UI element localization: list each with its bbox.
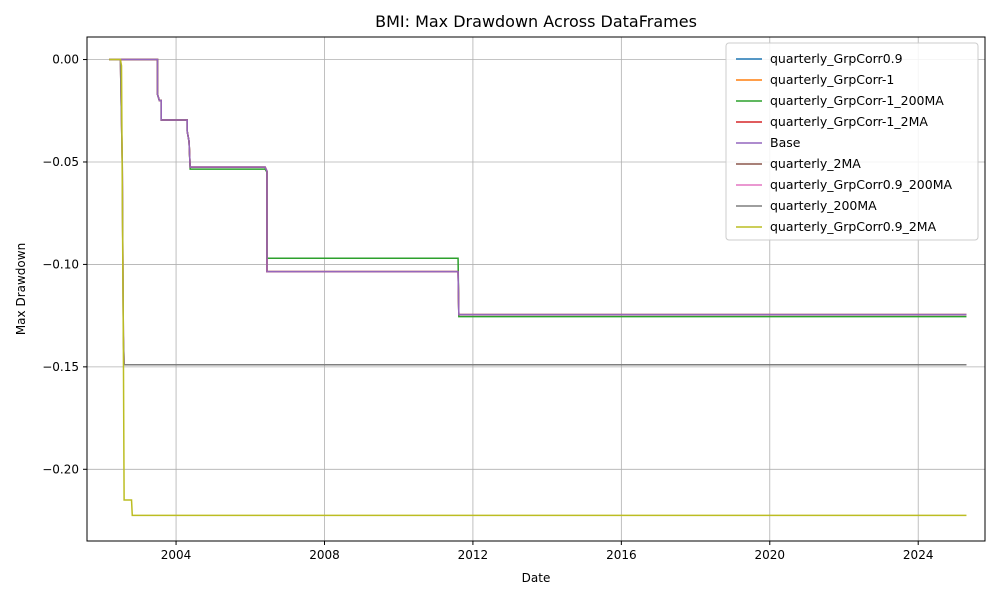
series-line-4 [109, 58, 967, 316]
y-axis-label: Max Drawdown [14, 243, 28, 335]
y-axis-ticks: 0.00 −0.05 −0.10 −0.15 −0.20 [42, 53, 87, 476]
y-tick-label: 0.00 [52, 53, 79, 67]
plot-area: 2004 2008 2012 2016 2020 2024 0.00 −0.05 −0.10 −… [42, 36, 986, 562]
x-tick-label: 2008 [309, 548, 340, 562]
series-line-8 [109, 58, 967, 517]
legend-label: quarterly_GrpCorr-1 [770, 72, 894, 87]
legend-label: quarterly_2MA [770, 156, 861, 171]
axes-frame [86, 36, 986, 542]
y-tick-label: −0.05 [42, 155, 79, 169]
legend: quarterly_GrpCorr0.9 quarterly_GrpCorr-1q… [725, 42, 979, 241]
legend-label: quarterly_200MA [770, 198, 877, 213]
legend-label: quarterly_GrpCorr-1_200MA [770, 93, 944, 108]
y-tick-label: −0.20 [42, 462, 79, 476]
y-tick-label: −0.10 [42, 257, 79, 271]
series-lines [109, 58, 967, 517]
x-tick-label: 2024 [903, 548, 934, 562]
x-tick-label: 2004 [161, 548, 192, 562]
legend-label: quarterly_GrpCorr-1_2MA [770, 114, 928, 129]
legend-label: Base [770, 135, 801, 150]
x-axis-ticks: 2004 2008 2012 2016 2020 2024 [161, 541, 934, 562]
legend-box [725, 42, 979, 241]
legend-label: quarterly_GrpCorr0.9 [770, 51, 903, 66]
legend-label: quarterly_GrpCorr0.9_200MA [770, 177, 952, 192]
x-axis-label: Date [522, 571, 551, 585]
chart-title: BMI: Max Drawdown Across DataFrames [375, 12, 697, 31]
x-tick-label: 2016 [606, 548, 637, 562]
legend-label: quarterly_GrpCorr0.9_2MA [770, 219, 937, 234]
y-tick-label: −0.15 [42, 360, 79, 374]
x-tick-label: 2020 [755, 548, 786, 562]
x-tick-label: 2012 [458, 548, 489, 562]
